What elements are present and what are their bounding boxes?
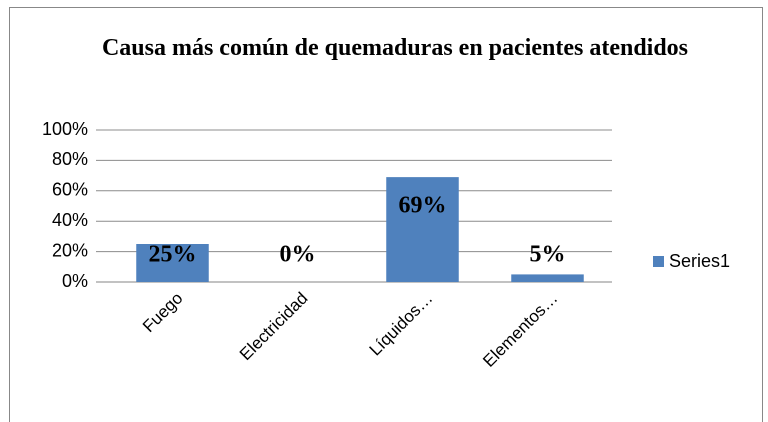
- x-tick-label: Líquidos…: [366, 289, 437, 360]
- x-tick-label: Elementos…: [479, 289, 561, 371]
- x-tick-label: Fuego: [139, 289, 187, 337]
- data-label: 5%: [530, 242, 566, 268]
- x-tick-label: Electricidad: [236, 289, 312, 365]
- data-label: 69%: [399, 193, 447, 219]
- bar: [386, 177, 459, 282]
- y-tick-label: 80%: [52, 149, 88, 169]
- bar: [136, 244, 209, 282]
- chart-title: Causa más común de quemaduras en pacient…: [101, 35, 689, 61]
- legend-label: Series1: [669, 251, 730, 271]
- bar: [511, 274, 584, 282]
- chart-border: [9, 7, 763, 422]
- y-tick-label: 60%: [52, 180, 88, 200]
- y-tick-label: 20%: [52, 240, 88, 260]
- y-tick-label: 100%: [42, 119, 88, 139]
- y-tick-label: 0%: [62, 271, 88, 291]
- data-label: 0%: [280, 242, 316, 268]
- legend-swatch: [653, 256, 664, 267]
- y-tick-label: 40%: [52, 210, 88, 230]
- data-label: 25%: [149, 242, 197, 268]
